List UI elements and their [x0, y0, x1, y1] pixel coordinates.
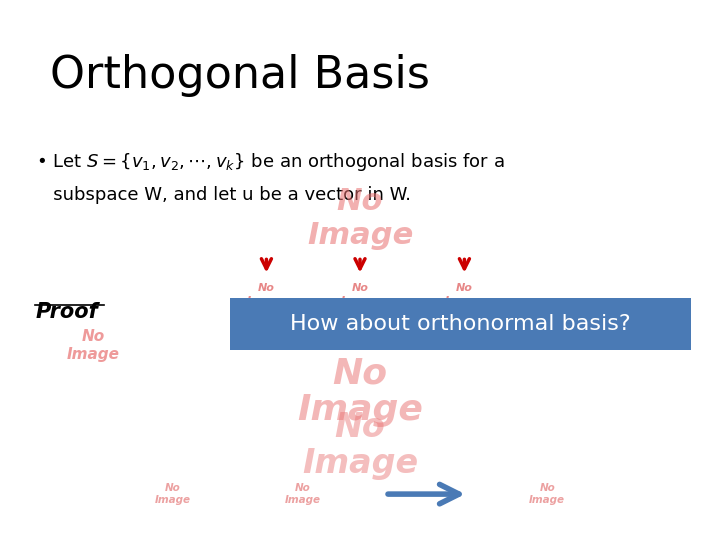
Text: Proof: Proof — [36, 302, 99, 322]
Text: subspace W, and let u be a vector in W.: subspace W, and let u be a vector in W. — [36, 186, 411, 204]
Text: No
Image: No Image — [307, 187, 413, 250]
Text: No
Image: No Image — [247, 283, 286, 306]
Text: No
Image: No Image — [297, 356, 423, 427]
Text: No
Image: No Image — [341, 283, 379, 306]
Text: No
Image: No Image — [155, 483, 191, 505]
Text: No
Image: No Image — [284, 483, 320, 505]
FancyBboxPatch shape — [230, 298, 691, 350]
Text: • Let $S = \{v_1, v_2, \cdots, v_k\}$ be an orthogonal basis for a: • Let $S = \{v_1, v_2, \cdots, v_k\}$ be… — [36, 151, 505, 173]
Text: How about orthonormal basis?: How about orthonormal basis? — [290, 314, 631, 334]
Text: No
Image: No Image — [302, 411, 418, 480]
Text: Orthogonal Basis: Orthogonal Basis — [50, 54, 431, 97]
Text: No
Image: No Image — [67, 329, 120, 362]
Text: No
Image: No Image — [445, 283, 484, 306]
Text: No
Image: No Image — [529, 483, 565, 505]
